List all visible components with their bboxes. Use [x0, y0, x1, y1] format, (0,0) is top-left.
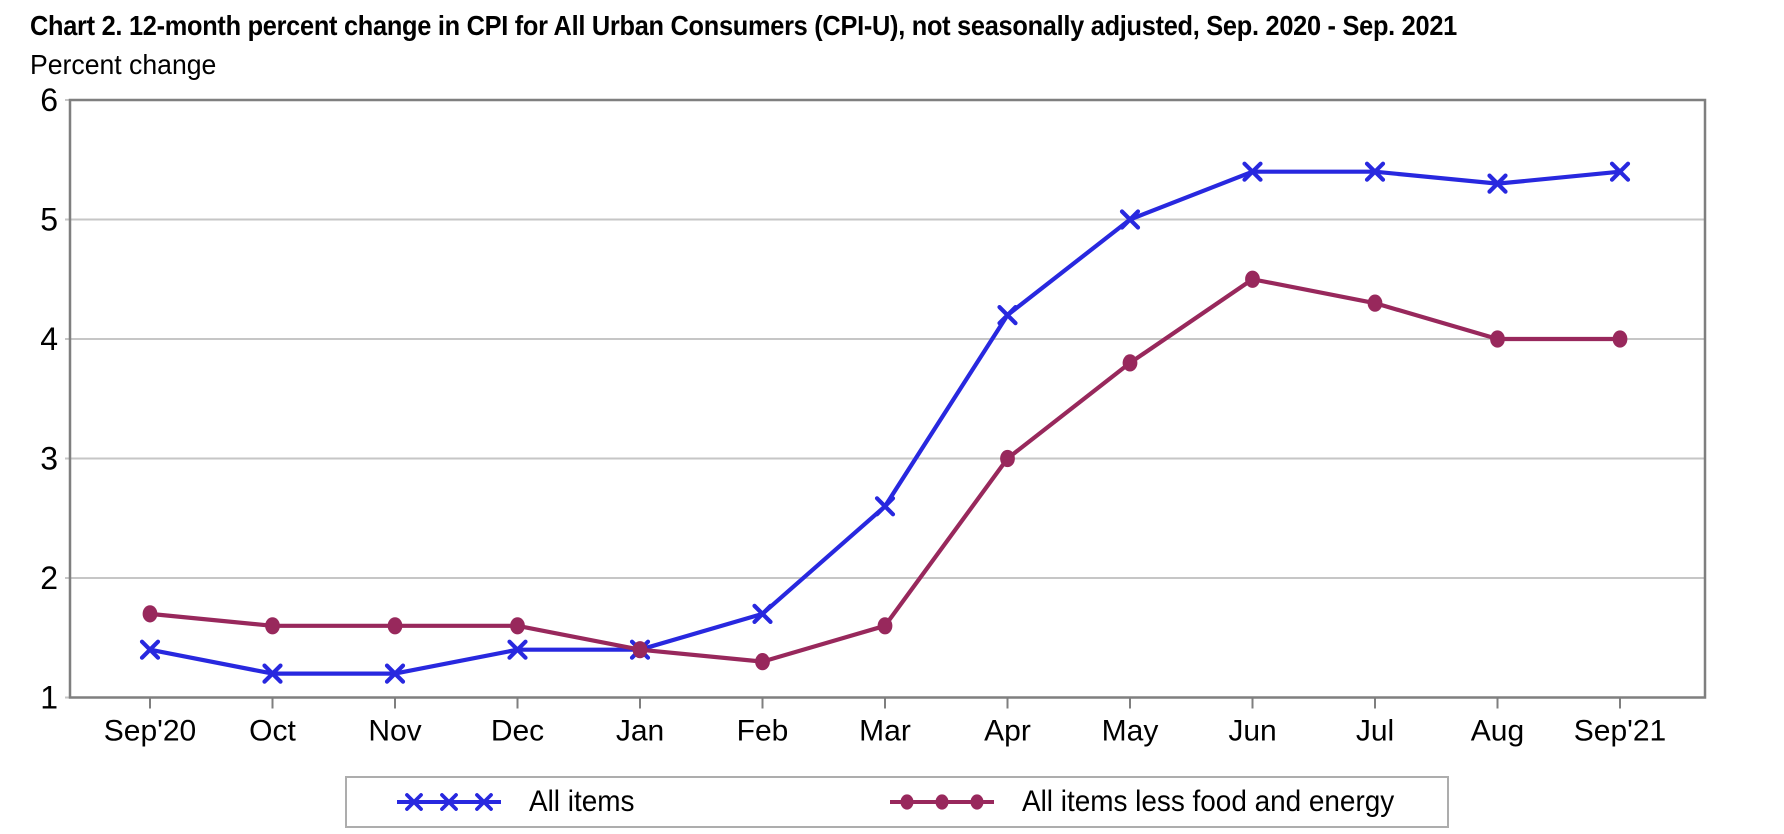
all-items-series-swatch-icon: [397, 793, 501, 811]
x-tick-label: Nov: [368, 715, 421, 748]
x-tick-label: Jul: [1356, 715, 1394, 748]
title-block: Chart 2. 12-month percent change in CPI …: [30, 10, 1607, 81]
plot-border: [68, 98, 1707, 699]
y-tick-label: 5: [40, 202, 58, 238]
legend-item-all-items: All items: [397, 784, 642, 820]
x-axis: Sep'20 Oct Nov Dec Jan Feb Mar Apr May Jun Jul Aug S…: [104, 697, 1666, 748]
y-tick-label: 4: [40, 321, 58, 357]
gridlines: [70, 218, 1705, 579]
x-tick-label: Mar: [859, 715, 911, 748]
x-tick-label: Aug: [1471, 715, 1524, 748]
legend-label-all-items: All items: [529, 785, 635, 818]
y-axis: 1 2 3 4 5 6: [40, 82, 70, 716]
chart-title: Chart 2. 12-month percent change in CPI …: [30, 10, 1457, 41]
x-tick-label: Feb: [737, 715, 789, 748]
line-chart-plot-area: 1 2 3 4 5 6 Sep'20 Oct Nov Dec Jan Feb Mar Apr May Jun J…: [40, 82, 1707, 748]
y-tick-label: 6: [40, 82, 58, 118]
series-all-items: [139, 161, 1631, 684]
legend-label-all-items-less-food-and-energy: All items less food and energy: [1022, 785, 1395, 818]
series-core: [142, 270, 1628, 671]
legend-item-all-items-less-food-and-energy: All items less food and energy: [890, 784, 1422, 820]
x-tick-label: Apr: [984, 715, 1031, 748]
x-tick-label: Jan: [616, 715, 664, 748]
x-tick-label: Sep'21: [1574, 715, 1666, 748]
legend: All items All items less food and energy: [345, 776, 1449, 828]
x-tick-label: Oct: [249, 715, 296, 748]
x-tick-label: Dec: [491, 715, 544, 748]
y-tick-label: 2: [40, 560, 58, 596]
y-tick-label: 1: [40, 680, 58, 716]
y-tick-label: 3: [40, 441, 58, 477]
x-tick-label: Jun: [1228, 715, 1276, 748]
x-tick-label: May: [1102, 715, 1159, 748]
all-items-less-food-and-energy-series-swatch-icon: [890, 794, 995, 810]
y-axis-unit-label: Percent change: [30, 49, 217, 80]
x-tick-label: Sep'20: [104, 715, 196, 748]
